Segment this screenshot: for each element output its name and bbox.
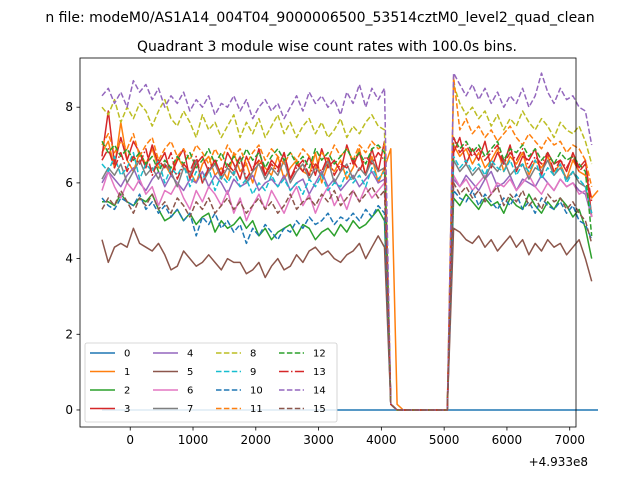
legend-label-7: 7 [187, 404, 193, 415]
legend-label-15: 15 [313, 404, 326, 415]
legend-label-5: 5 [187, 367, 193, 378]
x-tick-label-7000: 7000 [554, 433, 585, 447]
series-line-7 [101, 155, 593, 411]
legend-label-0: 0 [124, 349, 130, 360]
figure-suptitle: n file: modeM0/AS1A14_004T04_9000006500_… [45, 10, 594, 26]
legend-label-13: 13 [313, 367, 326, 378]
y-tick-label-8: 8 [65, 100, 73, 114]
plot-area: 0 1000 2000 3000 4000 5000 6000 700002468012345… [65, 57, 599, 447]
series-line-10 [101, 189, 593, 411]
legend-label-10: 10 [250, 386, 263, 397]
x-tick-label-0: 0 [126, 433, 134, 447]
legend-label-1: 1 [124, 367, 130, 378]
legend-label-14: 14 [313, 386, 326, 397]
legend-label-8: 8 [250, 349, 256, 360]
x-tick-label-2000: 2000 [241, 433, 272, 447]
series-line-14 [101, 72, 593, 411]
series-line-11 [101, 76, 593, 411]
series-line-6 [101, 170, 593, 411]
legend-box [84, 342, 338, 423]
x-tick-label-3000: 3000 [303, 433, 334, 447]
y-tick-label-6: 6 [65, 176, 73, 190]
series-line-15 [101, 182, 593, 411]
x-tick-label-6000: 6000 [492, 433, 523, 447]
x-tick-label-5000: 5000 [429, 433, 460, 447]
x-tick-label-4000: 4000 [366, 433, 397, 447]
legend-label-3: 3 [124, 404, 130, 415]
legend-label-12: 12 [313, 349, 326, 360]
series-line-8 [101, 83, 593, 411]
legend-label-11: 11 [250, 404, 263, 415]
chart-title: Quadrant 3 module wise count rates with … [137, 39, 517, 55]
legend-label-9: 9 [250, 367, 256, 378]
series-line-5 [101, 227, 593, 411]
series-line-13 [101, 136, 593, 411]
legend-label-2: 2 [124, 386, 130, 397]
y-tick-label-0: 0 [65, 403, 73, 417]
x-offset-label: +4.933e8 [529, 455, 588, 469]
legend-label-6: 6 [187, 386, 193, 397]
y-tick-label-4: 4 [65, 252, 73, 266]
x-tick-label-1000: 1000 [178, 433, 209, 447]
axes-frame [79, 57, 577, 428]
y-tick-label-2: 2 [65, 327, 73, 341]
legend-label-4: 4 [187, 349, 193, 360]
